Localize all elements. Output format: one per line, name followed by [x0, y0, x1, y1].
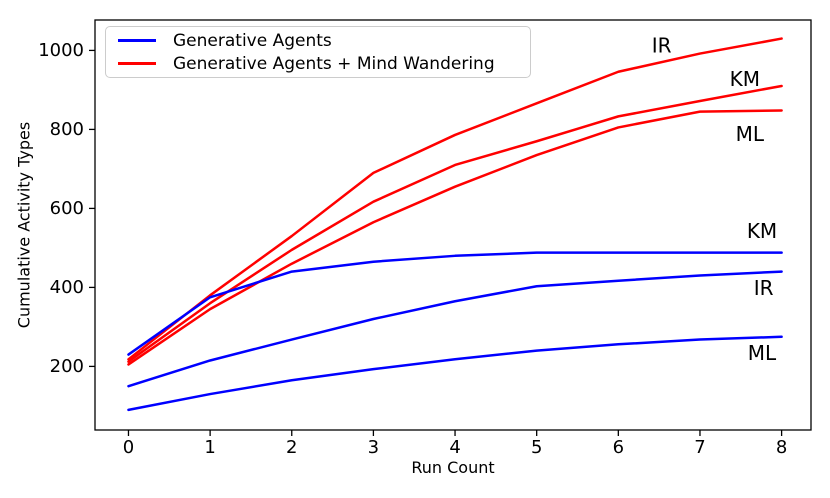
y-tick-label: 800 [50, 119, 84, 140]
line-annotation-ml: ML [736, 122, 765, 146]
line-annotation-ml: ML [748, 341, 777, 365]
y-tick-label: 600 [50, 198, 84, 219]
series-line-generative-agents-ML [127, 335, 783, 412]
x-tick-label: 0 [123, 437, 134, 458]
x-tick-label: 2 [286, 437, 297, 458]
x-tick-label: 5 [531, 437, 542, 458]
x-tick-label: 8 [776, 437, 787, 458]
y-tick-label: 200 [50, 356, 84, 377]
series-line-generative-agents-KM [127, 251, 783, 356]
x-tick-label: 3 [368, 437, 379, 458]
chart-legend: Generative Agents Generative Agents + Mi… [105, 26, 531, 78]
y-tick-label: 400 [50, 277, 84, 298]
line-annotation-km: KM [730, 67, 760, 91]
y-axis-label: Cumulative Activity Types [14, 121, 34, 329]
series-line-mind-wandering-ML [127, 109, 783, 366]
series-line-mind-wandering-IR [127, 37, 783, 361]
legend-entry-mind-wandering: Generative Agents + Mind Wandering [114, 54, 522, 74]
plot-border [94, 19, 812, 431]
legend-entry-generative-agents: Generative Agents [114, 31, 522, 51]
line-annotation-km: KM [747, 219, 777, 243]
series-line-generative-agents-IR [127, 270, 783, 388]
line-annotation-ir: IR [754, 276, 774, 300]
legend-label: Generative Agents + Mind Wandering [173, 53, 495, 74]
x-tick-label: 6 [613, 437, 624, 458]
x-tick-label: 1 [204, 437, 215, 458]
x-tick-label: 7 [694, 437, 705, 458]
legend-line-sample-blue [118, 39, 156, 42]
line-annotation-ir: IR [652, 33, 672, 57]
x-tick-label: 4 [449, 437, 460, 458]
legend-line-sample-red [118, 62, 156, 65]
legend-label: Generative Agents [173, 30, 332, 51]
y-tick-label: 1000 [38, 40, 84, 61]
x-axis-label: Run Count [411, 458, 495, 477]
series-line-mind-wandering-KM [127, 84, 783, 363]
